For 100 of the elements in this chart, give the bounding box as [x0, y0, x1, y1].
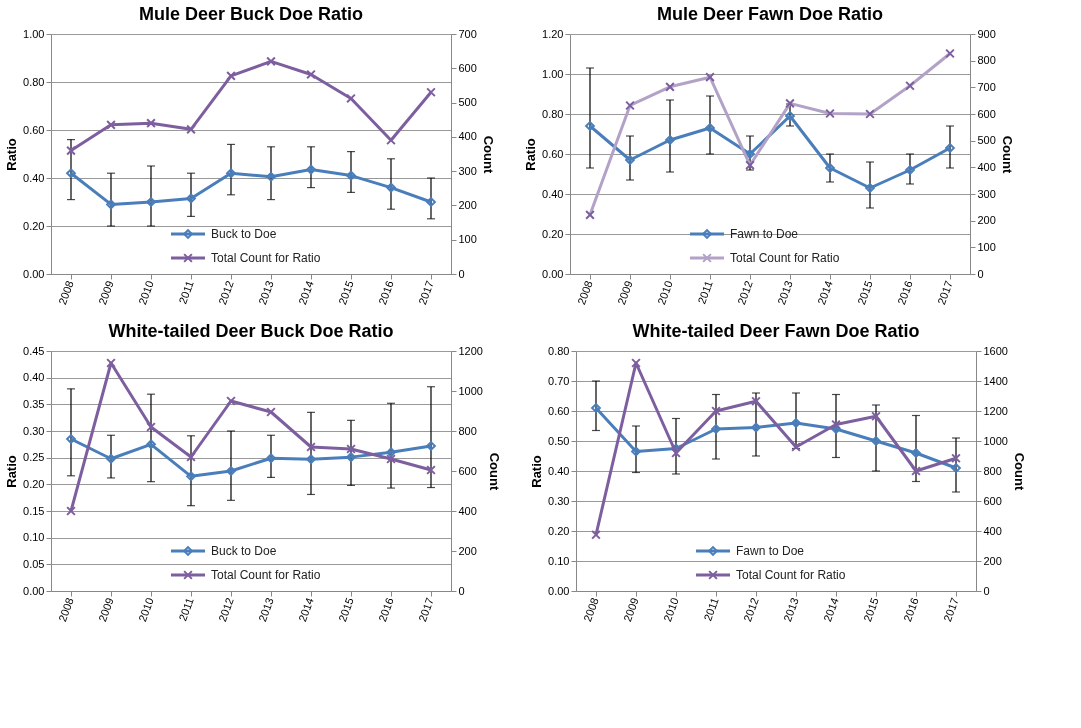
y-tick-label: 1.00 [542, 67, 564, 80]
y2-tick-label: 700 [977, 80, 996, 93]
legend-label: Total Count for Ratio [730, 251, 840, 265]
x-tick-label: 2017 [935, 279, 955, 307]
y-axis-title: Ratio [529, 455, 545, 488]
x-tick-label: 2014 [821, 596, 841, 624]
y2-tick-label: 900 [977, 27, 996, 40]
y-tick-label: 0.40 [23, 371, 45, 384]
chart-title: Mule Deer Fawn Doe Ratio [656, 4, 884, 24]
y-tick-label: 0.05 [23, 557, 45, 570]
y2-tick-label: 300 [458, 164, 477, 177]
x-tick-label: 2015 [336, 596, 356, 624]
y2-tick-label: 1200 [458, 344, 483, 357]
x-tick-label: 2011 [695, 279, 715, 306]
x-tick-label: 2017 [416, 596, 436, 624]
y-tick-label: 0.60 [548, 404, 570, 417]
x-tick-label: 2011 [176, 279, 196, 306]
legend-label: Total Count for Ratio [211, 251, 321, 265]
y2-tick-label: 800 [977, 54, 996, 67]
y-tick-label: 0.45 [23, 344, 45, 357]
y-tick-label: 0.15 [23, 504, 45, 517]
y2-tick-label: 0 [977, 267, 984, 280]
y2-tick-label: 800 [458, 424, 477, 437]
y2-tick-label: 600 [983, 494, 1002, 507]
legend-label: Buck to Doe [211, 544, 277, 558]
y-tick-label: 1.00 [23, 27, 45, 40]
y-tick-label: 0.80 [23, 75, 45, 88]
y-tick-label: 0.80 [542, 107, 564, 120]
x-tick-label: 2016 [376, 279, 396, 307]
y2-tick-label: 800 [983, 464, 1002, 477]
x-tick-label: 2014 [296, 279, 316, 307]
x-tick-label: 2011 [701, 596, 721, 623]
y2-axis-title: Count [999, 135, 1015, 174]
y-tick-label: 0.20 [548, 524, 570, 537]
y-tick-label: 0.00 [542, 267, 564, 280]
y-tick-label: 0.70 [548, 374, 570, 387]
y2-tick-label: 1000 [458, 384, 483, 397]
y2-tick-label: 700 [458, 27, 477, 40]
x-tick-label: 2013 [256, 596, 276, 624]
legend-label: Buck to Doe [211, 227, 277, 241]
y-tick-label: 0.00 [23, 267, 45, 280]
y-tick-label: 0.30 [548, 494, 570, 507]
x-tick-label: 2012 [216, 279, 236, 307]
x-tick-label: 2009 [615, 279, 635, 307]
y-tick-label: 0.60 [542, 147, 564, 160]
y-tick-label: 0.00 [548, 584, 570, 597]
x-tick-label: 2009 [96, 279, 116, 307]
x-tick-label: 2008 [56, 279, 76, 307]
y2-tick-label: 200 [977, 214, 996, 227]
y-axis-title: Ratio [4, 455, 20, 488]
y2-tick-label: 500 [458, 96, 477, 109]
legend-label: Total Count for Ratio [736, 568, 846, 582]
x-tick-label: 2010 [661, 596, 681, 624]
legend-label: Fawn to Doe [730, 227, 799, 241]
y2-tick-label: 0 [983, 584, 990, 597]
x-tick-label: 2012 [741, 596, 761, 624]
x-tick-label: 2016 [901, 596, 921, 624]
y2-tick-label: 600 [977, 107, 996, 120]
x-tick-label: 2012 [735, 279, 755, 307]
y-tick-label: 0.10 [548, 554, 570, 567]
y2-tick-label: 500 [977, 134, 996, 147]
y2-tick-label: 0 [458, 584, 465, 597]
y2-tick-label: 200 [458, 544, 477, 557]
y2-tick-label: 400 [458, 130, 477, 143]
y2-tick-label: 1400 [983, 374, 1008, 387]
legend-label: Total Count for Ratio [211, 568, 321, 582]
y-tick-label: 0.35 [23, 397, 45, 410]
chart-title: White-tailed Deer Fawn Doe Ratio [632, 321, 920, 341]
y2-axis-title: Count [486, 452, 502, 491]
y-tick-label: 0.60 [23, 123, 45, 136]
y2-tick-label: 600 [458, 464, 477, 477]
x-tick-label: 2014 [815, 279, 835, 307]
x-tick-label: 2008 [56, 596, 76, 624]
x-tick-label: 2015 [861, 596, 881, 624]
y-tick-label: 0.10 [23, 531, 45, 544]
x-tick-label: 2013 [256, 279, 276, 307]
y-tick-label: 0.00 [23, 584, 45, 597]
chart-title: White-tailed Deer Buck Doe Ratio [108, 321, 394, 341]
y-tick-label: 0.25 [23, 451, 45, 464]
y2-tick-label: 100 [977, 240, 996, 253]
y2-tick-label: 600 [458, 61, 477, 74]
y-axis-title: Ratio [523, 138, 539, 171]
y-tick-label: 0.40 [23, 171, 45, 184]
y-tick-label: 0.20 [23, 219, 45, 232]
x-tick-label: 2010 [136, 596, 156, 624]
x-tick-label: 2013 [781, 596, 801, 624]
x-tick-label: 2009 [621, 596, 641, 624]
y2-tick-label: 200 [983, 554, 1002, 567]
x-tick-label: 2009 [96, 596, 116, 624]
x-tick-label: 2016 [376, 596, 396, 624]
y2-tick-label: 0 [458, 267, 465, 280]
y2-tick-label: 400 [458, 504, 477, 517]
x-tick-label: 2013 [775, 279, 795, 307]
y-tick-label: 0.20 [542, 227, 564, 240]
y2-tick-label: 400 [983, 524, 1002, 537]
x-tick-label: 2008 [581, 596, 601, 624]
y2-axis-title: Count [480, 135, 496, 174]
y2-tick-label: 1600 [983, 344, 1008, 357]
x-tick-label: 2011 [176, 596, 196, 623]
x-tick-label: 2015 [336, 279, 356, 307]
